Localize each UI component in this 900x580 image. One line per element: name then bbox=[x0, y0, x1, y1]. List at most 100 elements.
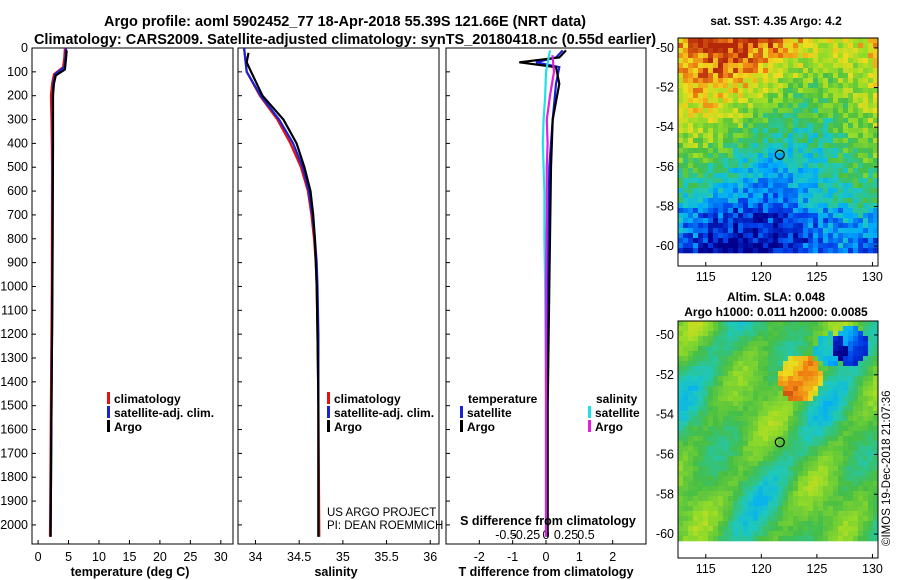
map-cell bbox=[748, 223, 754, 229]
map-cell bbox=[778, 208, 784, 214]
map-cell bbox=[843, 153, 849, 159]
map-cell bbox=[758, 351, 764, 357]
map-cell bbox=[823, 43, 829, 49]
map-cell bbox=[838, 466, 844, 472]
map-cell bbox=[833, 341, 839, 347]
map-cell bbox=[703, 63, 709, 69]
map-cell bbox=[688, 356, 694, 362]
series-line-t-argo bbox=[519, 49, 567, 537]
map-cell bbox=[863, 361, 869, 367]
map-cell bbox=[818, 168, 824, 174]
map-cell bbox=[753, 386, 759, 392]
map-cell bbox=[833, 173, 839, 179]
map-cell bbox=[783, 506, 789, 512]
map-cell bbox=[788, 416, 794, 422]
map-cell bbox=[808, 233, 814, 239]
map-cell bbox=[773, 53, 779, 59]
map-cell bbox=[778, 113, 784, 119]
map-cell bbox=[823, 153, 829, 159]
map-cell bbox=[798, 93, 804, 99]
map-cell bbox=[863, 521, 869, 527]
map-cell bbox=[728, 426, 734, 432]
map-cell bbox=[733, 48, 739, 54]
map-cell bbox=[863, 113, 869, 119]
map-cell bbox=[723, 123, 729, 129]
map-cell bbox=[813, 213, 819, 219]
map-cell bbox=[858, 178, 864, 184]
map-cell bbox=[838, 158, 844, 164]
map-cell bbox=[848, 386, 854, 392]
map-cell bbox=[728, 198, 734, 204]
map-cell bbox=[728, 218, 734, 224]
map-cell bbox=[718, 351, 724, 357]
map-cell bbox=[723, 426, 729, 432]
map-cell bbox=[843, 143, 849, 149]
map-cell bbox=[773, 213, 779, 219]
map-cell bbox=[828, 466, 834, 472]
map-cell bbox=[738, 406, 744, 412]
map-cell bbox=[783, 491, 789, 497]
map-cell bbox=[728, 336, 734, 342]
map-cell bbox=[813, 203, 819, 209]
depth-axis-ticks: 0100200300400500600700800900100011001200… bbox=[0, 41, 450, 532]
map-cell bbox=[688, 326, 694, 332]
map-cell bbox=[773, 401, 779, 407]
map-cell bbox=[753, 78, 759, 84]
map-cell bbox=[828, 376, 834, 382]
map-cell bbox=[873, 163, 879, 169]
map-cell bbox=[678, 158, 684, 164]
map-cell bbox=[863, 456, 869, 462]
map-cell bbox=[728, 103, 734, 109]
map-cell bbox=[838, 531, 844, 537]
map-cell bbox=[868, 416, 874, 422]
map-cell bbox=[678, 88, 684, 94]
map-cell bbox=[868, 158, 874, 164]
map-cell bbox=[763, 406, 769, 412]
map-cell bbox=[858, 486, 864, 492]
map-cell bbox=[873, 128, 879, 134]
map-cell bbox=[798, 198, 804, 204]
map-cell bbox=[763, 213, 769, 219]
t-diff-tick-label: 1 bbox=[576, 550, 583, 564]
map-cell bbox=[793, 411, 799, 417]
map-cell bbox=[838, 148, 844, 154]
map-cell bbox=[688, 68, 694, 74]
map-cell bbox=[733, 83, 739, 89]
map-cell bbox=[693, 43, 699, 49]
map-cell bbox=[693, 163, 699, 169]
map-cell bbox=[763, 173, 769, 179]
map-cell bbox=[738, 401, 744, 407]
map-cell bbox=[838, 218, 844, 224]
map-cell bbox=[803, 218, 809, 224]
map-cell bbox=[748, 163, 754, 169]
map-cell bbox=[838, 496, 844, 502]
map-cell bbox=[848, 521, 854, 527]
map-cell bbox=[748, 148, 754, 154]
map-cell bbox=[783, 108, 789, 114]
map-cell bbox=[828, 128, 834, 134]
map-cell bbox=[708, 58, 714, 64]
map-cell bbox=[763, 391, 769, 397]
map-cell bbox=[718, 198, 724, 204]
map-cell bbox=[848, 198, 854, 204]
map-cell bbox=[738, 456, 744, 462]
map-cell bbox=[848, 188, 854, 194]
map-cell bbox=[868, 491, 874, 497]
map-cell bbox=[848, 471, 854, 477]
map-cell bbox=[693, 436, 699, 442]
map-cell bbox=[793, 153, 799, 159]
map-cell bbox=[823, 451, 829, 457]
map-cell bbox=[688, 376, 694, 382]
map-cell bbox=[833, 521, 839, 527]
map-cell bbox=[828, 163, 834, 169]
map-cell bbox=[833, 43, 839, 49]
map-cell bbox=[703, 406, 709, 412]
map-cell bbox=[858, 456, 864, 462]
map-cell bbox=[823, 143, 829, 149]
map-cell bbox=[813, 386, 819, 392]
map-cell bbox=[723, 73, 729, 79]
map-cell bbox=[843, 321, 849, 327]
map-cell bbox=[798, 446, 804, 452]
map-cell bbox=[828, 183, 834, 189]
map-cell bbox=[703, 516, 709, 522]
